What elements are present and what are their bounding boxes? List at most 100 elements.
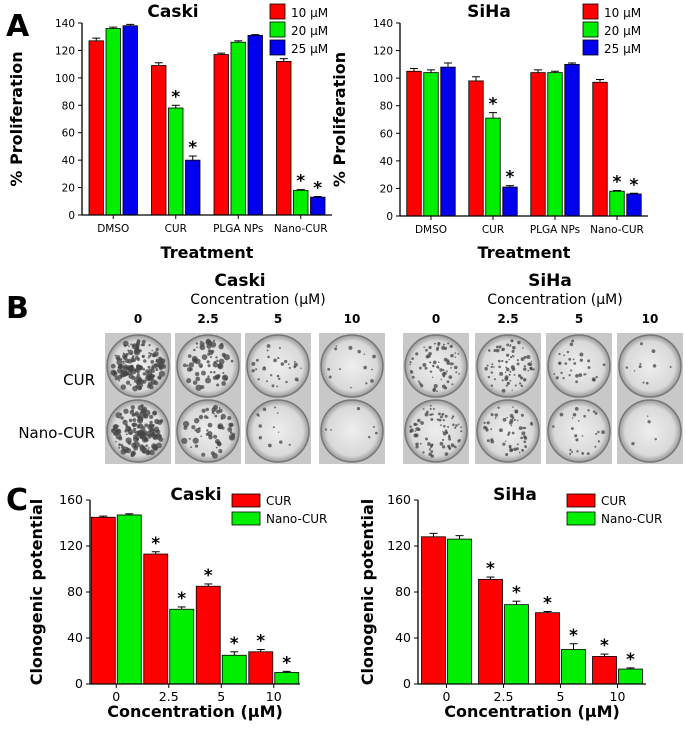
colony-spot [457, 423, 460, 426]
colony-spot [136, 370, 140, 374]
colony-spot [516, 419, 519, 422]
colony-spot [300, 367, 302, 369]
colony-spot [144, 437, 148, 442]
colony-spot [204, 415, 208, 419]
colony-spot [507, 381, 510, 384]
colony-concentration-header-siha: Concentration (μM) [487, 292, 622, 308]
colony-spot [428, 449, 431, 451]
colony-spot [447, 425, 450, 428]
colony-spot [454, 352, 457, 354]
colony-spot [207, 349, 211, 353]
colony-spot [439, 368, 443, 372]
colony-spot [595, 432, 598, 435]
legend-label: 10 μM [604, 6, 641, 20]
colony-spot [139, 444, 144, 450]
colony-spot [186, 378, 192, 384]
colony-spot [120, 443, 124, 447]
colony-spot [125, 380, 131, 385]
colony-spot [330, 429, 332, 431]
colony-spot [522, 378, 527, 382]
colony-spot [116, 359, 123, 366]
colony-spot [227, 415, 232, 421]
colony-spot [161, 364, 167, 369]
x-tick-label: Nano-CUR [274, 223, 328, 235]
colony-spot [414, 430, 417, 432]
colony-spot [158, 376, 162, 380]
significance-star: * [543, 594, 552, 614]
colony-spot [135, 375, 142, 382]
legend-swatch [269, 21, 286, 38]
colony-spot [511, 431, 515, 435]
colony-spot [136, 357, 141, 362]
colony-spot [558, 352, 561, 356]
bar-20μm-plganps [547, 72, 563, 217]
colony-spot [149, 352, 153, 356]
colony-spot [134, 350, 137, 353]
colony-spot [194, 429, 197, 432]
colony-spot [523, 367, 527, 371]
colony-spot [217, 363, 224, 370]
legend-swatch [231, 493, 261, 508]
colony-spot [372, 354, 376, 359]
colony-spot [563, 354, 565, 357]
legend-label: CUR [266, 494, 292, 508]
colony-spot [437, 361, 440, 364]
colony-spot [363, 365, 367, 370]
colony-spot [507, 433, 510, 436]
colony-spot [449, 362, 454, 366]
colony-spot [206, 360, 210, 364]
colony-spot [518, 374, 522, 378]
x-tick-label: Nano-CUR [590, 224, 644, 236]
colony-spot [651, 349, 656, 354]
colony-spot [221, 426, 225, 430]
x-tick-label: DMSO [97, 223, 129, 235]
colony-spot [486, 439, 490, 443]
colony-spot [273, 358, 277, 363]
colony-spot [145, 375, 152, 382]
significance-star: * [512, 583, 521, 603]
colony-spot [508, 358, 510, 361]
colony-row-cur: CUR [63, 371, 95, 389]
colony-spot [639, 362, 642, 365]
bar-10μm-dmso [88, 40, 104, 216]
colony-spot [490, 384, 494, 387]
colony-spot [484, 367, 488, 371]
colony-dish [617, 333, 683, 399]
colony-spot [516, 362, 520, 366]
bar-25μm-nano-cur [310, 196, 326, 216]
colony-spot [215, 446, 218, 449]
colony-spot [523, 426, 527, 430]
colony-spot [505, 360, 508, 364]
colony-spot [188, 437, 191, 440]
colony-spot [274, 406, 277, 409]
colony-spot [575, 373, 579, 378]
colony-spot [422, 408, 425, 410]
colony-spot [130, 454, 134, 458]
colony-spot [418, 366, 422, 370]
colony-spot [486, 364, 489, 367]
legend-swatch [269, 3, 286, 20]
colony-col-2.5-caski: 2.5 [197, 312, 218, 326]
colony-spot [453, 445, 457, 449]
significance-star: * [486, 559, 495, 579]
colony-spot [134, 411, 139, 416]
colony-spot [514, 384, 517, 387]
colony-spot [429, 407, 432, 410]
colony-spot [429, 445, 433, 448]
colony-spot [511, 340, 513, 343]
colony-spot [450, 353, 454, 358]
bar-20μm-plganps [230, 41, 246, 216]
colony-spot [127, 441, 132, 445]
colony-spot [449, 448, 451, 450]
colony-spot [133, 425, 135, 428]
colony-spot [262, 407, 267, 412]
colony-spot [570, 427, 574, 431]
colony-spot [422, 363, 427, 367]
x-tick-label: 5 [217, 689, 225, 704]
colony-spot [150, 360, 155, 364]
bar-10μm-plganps [213, 54, 229, 216]
colony-spot [258, 424, 262, 428]
colony-spot [562, 377, 565, 380]
colony-spot [211, 407, 217, 413]
colony-spot [518, 451, 521, 454]
